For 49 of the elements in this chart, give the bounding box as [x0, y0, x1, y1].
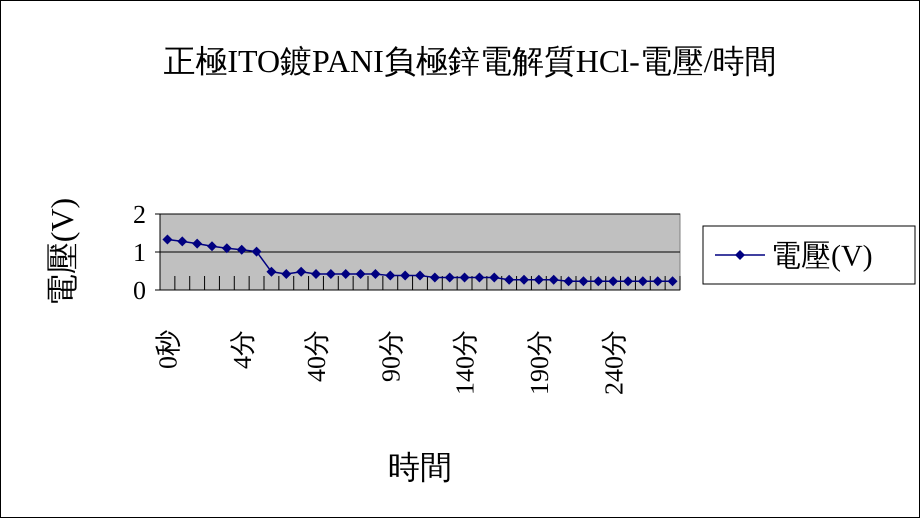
x-tick-label: 190分 — [524, 330, 554, 395]
point — [222, 243, 232, 254]
point — [430, 272, 440, 282]
point — [668, 276, 678, 286]
x-axis-title: 時間 — [388, 449, 452, 485]
point — [564, 276, 574, 286]
point — [489, 272, 500, 282]
point — [281, 269, 292, 280]
point — [460, 272, 470, 282]
point — [340, 269, 351, 280]
point — [652, 276, 663, 286]
point — [534, 274, 544, 285]
x-tick-label: 40分 — [302, 330, 332, 382]
x-tick-label: 240分 — [599, 330, 628, 395]
point — [311, 269, 321, 280]
x-tick-label: 4分 — [228, 330, 257, 369]
point — [236, 244, 247, 255]
point — [474, 272, 484, 282]
point — [370, 269, 380, 280]
point — [578, 276, 588, 286]
point — [296, 266, 306, 277]
point — [266, 266, 276, 277]
x-tick-label: 0秒 — [154, 330, 183, 369]
point — [519, 274, 529, 285]
point — [356, 269, 366, 280]
x-tick-label: 90分 — [376, 330, 406, 382]
point — [252, 246, 262, 257]
y-axis-title: 電壓(V) — [44, 198, 80, 306]
chart-title: 正極ITO鍍PANI負極鋅電解質HCl-電壓/時間 — [163, 43, 777, 79]
point — [623, 276, 633, 286]
y-tick-label: 1 — [133, 238, 146, 268]
y-tick-label: 2 — [133, 200, 146, 230]
point — [593, 276, 604, 286]
point — [415, 270, 425, 281]
point — [444, 272, 455, 282]
x-tick-label: 140分 — [450, 330, 480, 395]
point — [192, 238, 202, 249]
point — [326, 269, 336, 280]
y-tick-label: 0 — [133, 276, 146, 306]
point — [504, 274, 514, 285]
point — [162, 234, 172, 244]
point — [548, 274, 559, 285]
point — [207, 241, 217, 252]
point — [385, 270, 396, 281]
point — [638, 276, 648, 286]
point — [400, 270, 410, 281]
point — [608, 276, 618, 286]
legend-label: 電壓(V) — [771, 240, 873, 272]
point — [177, 236, 188, 246]
